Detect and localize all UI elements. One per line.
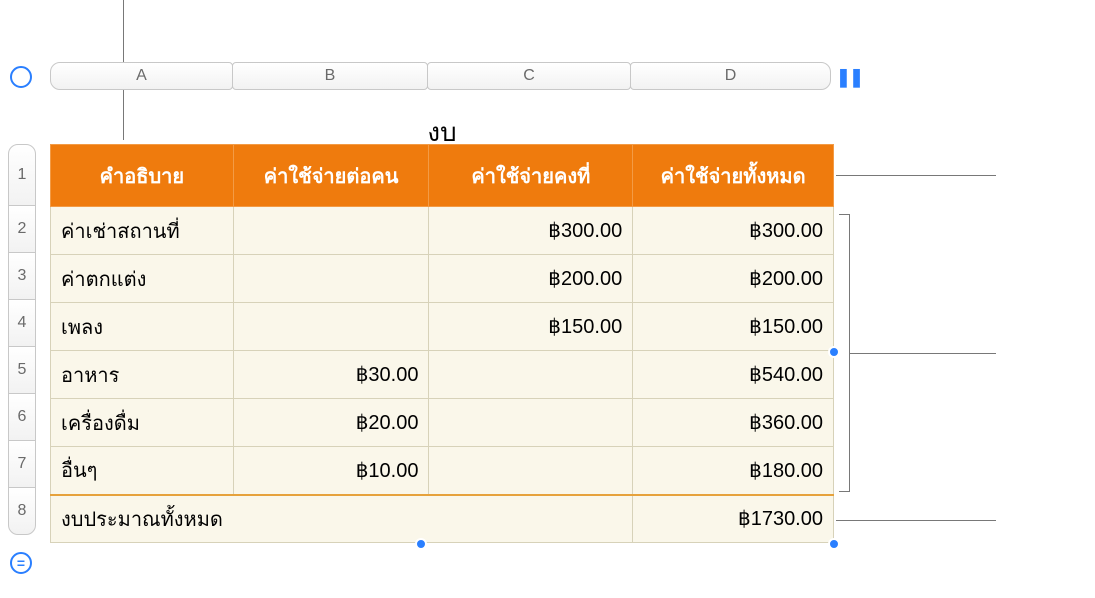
table-origin-handle[interactable] [10,66,32,88]
table-row: ค่าตกแต่ง ฿200.00 ฿200.00 [51,255,834,303]
header-cell-total[interactable]: ค่าใช้จ่ายทั้งหมด [633,145,834,207]
callout-line-header [836,175,996,176]
table-row: อื่นๆ ฿10.00 ฿180.00 [51,447,834,495]
row-header-2[interactable]: 2 [8,205,36,253]
column-header-A[interactable]: A [50,62,233,90]
cell-desc[interactable]: เพลง [51,303,234,351]
column-header-B[interactable]: B [232,62,428,90]
row-header-8[interactable]: 8 [8,487,36,535]
cell-per[interactable] [233,207,429,255]
cell-per[interactable] [233,255,429,303]
add-column-handle[interactable]: ❚❚ [840,66,858,88]
footer-total[interactable]: ฿1730.00 [633,495,834,543]
row-header-bar: 1 2 3 4 5 6 7 8 [8,144,36,534]
cell-total[interactable]: ฿540.00 [633,351,834,399]
cell-desc[interactable]: ค่าเช่าสถานที่ [51,207,234,255]
cell-fixed[interactable] [429,447,633,495]
callout-bracket-data [840,214,850,492]
selection-handle[interactable] [828,538,840,550]
budget-table: คำอธิบาย ค่าใช้จ่ายต่อคน ค่าใช้จ่ายคงที่… [50,144,834,543]
cell-per[interactable]: ฿20.00 [233,399,429,447]
add-row-handle[interactable]: = [10,552,32,574]
row-header-3[interactable]: 3 [8,252,36,300]
callout-line-footer [836,520,996,521]
cell-total[interactable]: ฿300.00 [633,207,834,255]
row-header-4[interactable]: 4 [8,299,36,347]
footer-label[interactable]: งบประมาณทั้งหมด [51,495,633,543]
selection-handle[interactable] [828,346,840,358]
header-cell-per[interactable]: ค่าใช้จ่ายต่อคน [233,145,429,207]
cell-fixed[interactable]: ฿200.00 [429,255,633,303]
cell-per[interactable]: ฿30.00 [233,351,429,399]
cell-per[interactable] [233,303,429,351]
cell-desc[interactable]: เครื่องดื่ม [51,399,234,447]
cell-fixed[interactable]: ฿300.00 [429,207,633,255]
row-header-6[interactable]: 6 [8,393,36,441]
row-header-7[interactable]: 7 [8,440,36,488]
row-header-1[interactable]: 1 [8,144,36,206]
column-header-D[interactable]: D [630,62,831,90]
cell-total[interactable]: ฿360.00 [633,399,834,447]
cell-desc[interactable]: อื่นๆ [51,447,234,495]
cell-fixed[interactable] [429,399,633,447]
cell-fixed[interactable] [429,351,633,399]
table-row: เครื่องดื่ม ฿20.00 ฿360.00 [51,399,834,447]
table-row: ค่าเช่าสถานที่ ฿300.00 ฿300.00 [51,207,834,255]
row-header-5[interactable]: 5 [8,346,36,394]
cell-per[interactable]: ฿10.00 [233,447,429,495]
table-row: อาหาร ฿30.00 ฿540.00 [51,351,834,399]
header-cell-fixed[interactable]: ค่าใช้จ่ายคงที่ [429,145,633,207]
column-header-bar: A B C D [50,62,830,90]
cell-total[interactable]: ฿200.00 [633,255,834,303]
cell-total[interactable]: ฿150.00 [633,303,834,351]
column-header-C[interactable]: C [427,62,631,90]
cell-desc[interactable]: ค่าตกแต่ง [51,255,234,303]
table-footer-row: งบประมาณทั้งหมด ฿1730.00 [51,495,834,543]
callout-line-data [850,353,996,354]
table-row: เพลง ฿150.00 ฿150.00 [51,303,834,351]
cell-fixed[interactable]: ฿150.00 [429,303,633,351]
selection-handle[interactable] [415,538,427,550]
cell-total[interactable]: ฿180.00 [633,447,834,495]
cell-desc[interactable]: อาหาร [51,351,234,399]
header-cell-desc[interactable]: คำอธิบาย [51,145,234,207]
